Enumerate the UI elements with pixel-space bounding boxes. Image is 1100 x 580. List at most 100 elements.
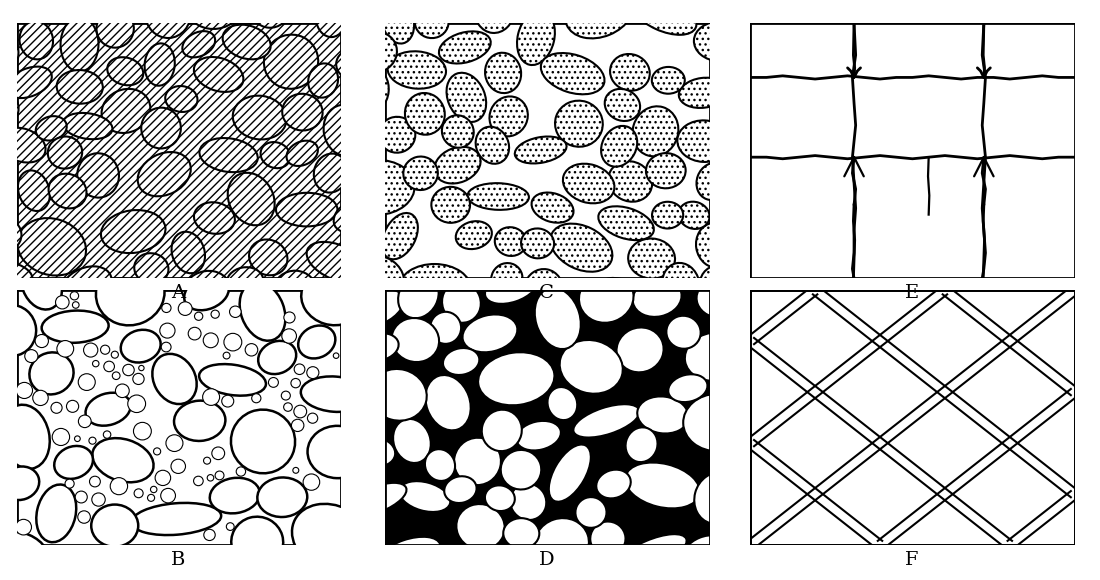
Ellipse shape <box>101 210 165 253</box>
Ellipse shape <box>57 70 102 104</box>
Ellipse shape <box>183 31 216 57</box>
Ellipse shape <box>377 537 440 572</box>
Ellipse shape <box>86 393 131 426</box>
Ellipse shape <box>346 483 407 516</box>
Ellipse shape <box>308 426 367 478</box>
Ellipse shape <box>147 494 155 501</box>
Ellipse shape <box>430 312 461 344</box>
Ellipse shape <box>292 504 372 572</box>
Ellipse shape <box>679 202 710 229</box>
Ellipse shape <box>485 271 538 304</box>
Ellipse shape <box>112 372 120 379</box>
Ellipse shape <box>223 352 230 359</box>
Text: E: E <box>905 284 918 302</box>
Ellipse shape <box>598 206 653 240</box>
Ellipse shape <box>7 67 52 98</box>
Ellipse shape <box>608 161 652 202</box>
Ellipse shape <box>696 282 735 317</box>
Ellipse shape <box>231 517 283 568</box>
Ellipse shape <box>591 521 626 556</box>
Ellipse shape <box>294 364 305 375</box>
Ellipse shape <box>52 429 69 445</box>
Ellipse shape <box>276 193 338 226</box>
Ellipse shape <box>204 457 210 464</box>
Ellipse shape <box>100 345 110 354</box>
Ellipse shape <box>298 325 336 358</box>
Ellipse shape <box>252 394 261 403</box>
Ellipse shape <box>482 409 521 451</box>
Ellipse shape <box>431 187 470 223</box>
Ellipse shape <box>556 101 603 147</box>
Ellipse shape <box>399 481 450 512</box>
Ellipse shape <box>33 390 48 405</box>
Ellipse shape <box>73 302 79 308</box>
Ellipse shape <box>314 154 348 193</box>
Ellipse shape <box>133 422 152 440</box>
Ellipse shape <box>370 369 427 420</box>
Ellipse shape <box>625 462 700 509</box>
Ellipse shape <box>525 269 562 307</box>
Ellipse shape <box>75 436 80 441</box>
Ellipse shape <box>485 485 515 511</box>
Ellipse shape <box>307 413 318 423</box>
Ellipse shape <box>628 238 675 278</box>
Ellipse shape <box>103 431 111 438</box>
Ellipse shape <box>535 288 581 349</box>
Ellipse shape <box>475 126 509 164</box>
Text: B: B <box>170 550 186 569</box>
Ellipse shape <box>111 351 119 358</box>
Ellipse shape <box>549 444 591 502</box>
Ellipse shape <box>107 278 142 303</box>
Ellipse shape <box>605 89 640 121</box>
Ellipse shape <box>0 532 50 577</box>
Ellipse shape <box>212 447 224 459</box>
Ellipse shape <box>575 497 606 528</box>
Ellipse shape <box>696 163 730 200</box>
Ellipse shape <box>20 21 53 59</box>
Ellipse shape <box>257 477 307 517</box>
Ellipse shape <box>443 348 480 375</box>
Ellipse shape <box>123 364 134 376</box>
Ellipse shape <box>637 396 689 433</box>
Ellipse shape <box>426 375 471 430</box>
Ellipse shape <box>138 152 190 196</box>
Ellipse shape <box>652 202 683 229</box>
Ellipse shape <box>165 86 198 112</box>
Ellipse shape <box>194 202 235 234</box>
Ellipse shape <box>78 415 91 427</box>
Ellipse shape <box>12 0 45 22</box>
Ellipse shape <box>683 394 751 451</box>
Ellipse shape <box>439 31 491 63</box>
Ellipse shape <box>700 266 740 307</box>
Ellipse shape <box>89 437 96 444</box>
Ellipse shape <box>354 32 397 72</box>
Ellipse shape <box>134 253 168 284</box>
Ellipse shape <box>442 282 481 322</box>
Ellipse shape <box>210 478 260 513</box>
Ellipse shape <box>415 5 449 38</box>
Ellipse shape <box>188 327 201 340</box>
Ellipse shape <box>434 147 481 183</box>
Ellipse shape <box>230 306 241 317</box>
Ellipse shape <box>516 421 561 451</box>
Ellipse shape <box>70 292 78 300</box>
Ellipse shape <box>601 126 637 166</box>
Ellipse shape <box>108 57 143 85</box>
Ellipse shape <box>307 367 319 379</box>
Ellipse shape <box>0 27 19 76</box>
Ellipse shape <box>170 459 186 473</box>
Ellipse shape <box>91 493 106 506</box>
Ellipse shape <box>474 0 515 33</box>
Ellipse shape <box>134 489 143 498</box>
Ellipse shape <box>63 113 112 139</box>
Ellipse shape <box>510 484 547 520</box>
Ellipse shape <box>485 53 521 93</box>
Ellipse shape <box>456 504 505 550</box>
Ellipse shape <box>139 365 144 371</box>
Ellipse shape <box>261 142 290 168</box>
Ellipse shape <box>667 316 701 349</box>
Ellipse shape <box>133 374 144 385</box>
Ellipse shape <box>495 227 526 256</box>
Ellipse shape <box>92 360 99 367</box>
Ellipse shape <box>268 378 278 387</box>
